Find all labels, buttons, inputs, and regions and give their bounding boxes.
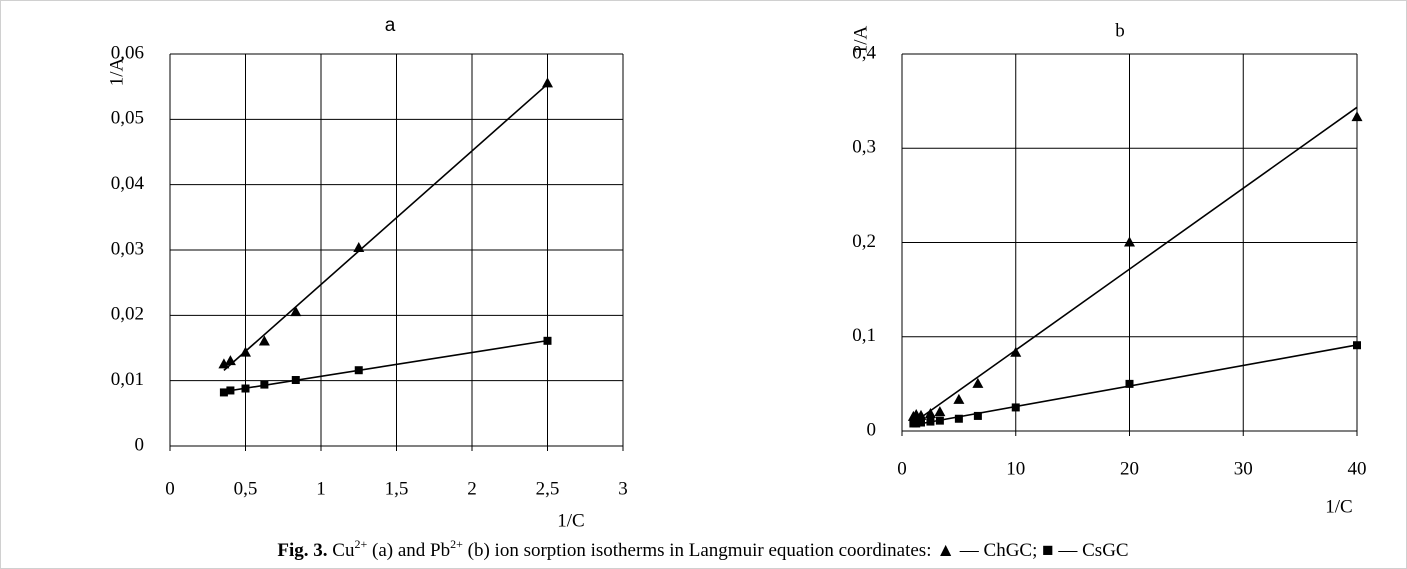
square-marker	[935, 416, 944, 425]
square-marker	[543, 336, 552, 345]
x-tick-label: 40	[1348, 458, 1367, 479]
triangle-marker	[915, 409, 927, 420]
x-axis-label: 1/C	[557, 510, 584, 531]
y-tick-label: 0,03	[111, 238, 144, 259]
square-marker	[241, 384, 250, 393]
triangle-marker	[934, 406, 946, 417]
legend-entry: ChGC	[984, 540, 1033, 561]
y-tick-label: 0,4	[852, 42, 876, 63]
square-marker	[260, 380, 269, 389]
square-marker	[954, 414, 963, 423]
square-marker	[1353, 341, 1361, 350]
caption-text: Cu	[332, 540, 355, 561]
triangle-marker	[224, 355, 236, 366]
y-tick-label: 0,02	[111, 304, 144, 325]
y-tick-label: 0	[867, 419, 877, 440]
square-marker	[926, 417, 935, 426]
triangle-marker	[1010, 346, 1022, 357]
y-tick-label: 0,06	[111, 42, 144, 63]
y-tick-label: 0,2	[852, 231, 876, 252]
x-tick-label: 0,5	[234, 478, 258, 499]
caption-sup: 2+	[450, 537, 463, 551]
x-tick-label: 30	[1234, 458, 1253, 479]
x-tick-label: 1,5	[385, 478, 409, 499]
x-tick-label: 0	[897, 458, 907, 479]
chart-title: a	[385, 15, 396, 36]
square-marker	[226, 386, 235, 395]
y-tick-label: 0,04	[111, 173, 145, 194]
triangle-marker	[240, 346, 251, 357]
triangle-marker	[924, 408, 936, 419]
triangle-marker	[290, 306, 302, 317]
triangle-marker	[542, 77, 553, 88]
triangle-marker	[953, 393, 965, 404]
x-axis-label: 1/C	[1325, 496, 1352, 517]
trend-line	[912, 106, 1358, 424]
square-marker	[916, 418, 925, 427]
y-tick-label: 0,05	[111, 108, 144, 129]
y-tick-label: 0,3	[852, 137, 876, 158]
triangle-marker	[218, 358, 230, 369]
y-tick-label: 0	[135, 434, 145, 455]
caption-label: Fig. 3.	[277, 540, 327, 561]
y-tick-label: 0,1	[852, 325, 876, 346]
square-marker	[973, 411, 982, 420]
square-marker	[291, 376, 300, 385]
square-marker	[1011, 403, 1020, 412]
x-tick-label: 2,5	[536, 478, 560, 499]
chart-title: b	[1115, 20, 1125, 41]
triangle-marker	[258, 335, 270, 346]
x-tick-label: 20	[1120, 458, 1139, 479]
caption-text: (b) ion sorption isotherms in Langmuir e…	[463, 540, 984, 561]
y-axis-label: 1/A	[106, 57, 127, 86]
square-marker	[354, 366, 363, 375]
y-axis-label: 1/A	[850, 25, 871, 54]
caption: Fig. 3. Cu2+ (a) and Pb2+ (b) ion sorpti…	[277, 537, 1128, 562]
square-marker	[219, 388, 228, 397]
x-tick-label: 0	[165, 478, 175, 499]
trend-line	[913, 344, 1358, 426]
triangle-marker	[1124, 236, 1135, 247]
caption-text: ; ■ —	[1032, 540, 1082, 561]
trend-line	[223, 83, 549, 371]
caption-sup: 2+	[354, 537, 367, 551]
triangle-marker	[1351, 111, 1363, 122]
triangle-marker	[353, 242, 365, 253]
x-tick-label: 10	[1006, 458, 1025, 479]
square-marker	[1125, 379, 1134, 388]
x-tick-label: 1	[316, 478, 326, 499]
y-tick-label: 0,01	[111, 369, 144, 390]
square-marker	[912, 419, 921, 428]
x-tick-label: 3	[618, 478, 628, 499]
x-tick-label: 2	[467, 478, 477, 499]
triangle-marker	[972, 377, 984, 388]
caption-text: (a) and	[367, 540, 430, 561]
caption-text: Pb	[430, 540, 450, 561]
legend-entry: CsGC	[1082, 540, 1128, 561]
trend-line	[223, 339, 548, 393]
